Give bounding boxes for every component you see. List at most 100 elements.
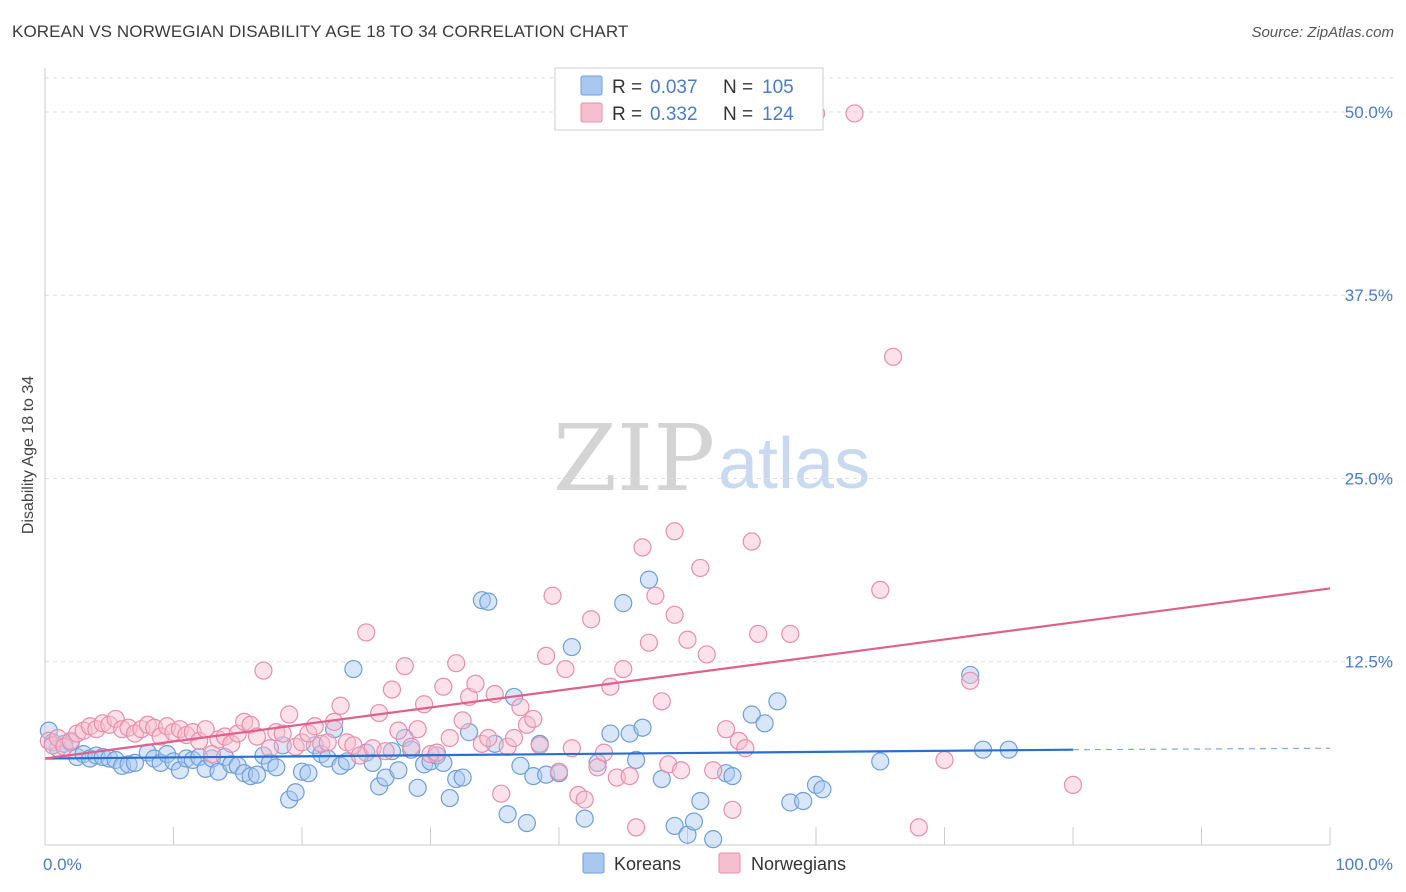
legend-n-label-2: N = — [723, 104, 753, 125]
korean-point — [813, 780, 832, 799]
norwegian-point — [845, 104, 864, 123]
korean-point — [472, 591, 491, 610]
norwegian-point — [678, 630, 697, 649]
bottom-legend: Koreans Norwegians — [582, 852, 846, 874]
norwegian-point — [729, 731, 749, 751]
legend-n-value-1: 105 — [762, 77, 794, 98]
korean-trend-extension — [1072, 747, 1331, 751]
bottom-legend-swatch-norwegians — [718, 852, 741, 874]
norwegian-point — [537, 646, 556, 665]
korean-point — [871, 752, 890, 771]
norwegian-point — [1063, 775, 1083, 794]
korean-point — [440, 788, 459, 808]
korean-point — [517, 813, 536, 833]
norwegian-point — [453, 711, 472, 730]
korean-point — [665, 816, 684, 836]
korean-point — [755, 714, 774, 733]
norwegian-point — [382, 680, 402, 699]
bottom-legend-norwegians: Norwegians — [751, 854, 846, 874]
korean-point — [511, 756, 530, 775]
norwegian-point — [671, 761, 691, 780]
korean-point — [344, 659, 363, 679]
norwegian-point — [61, 731, 80, 751]
korean-point — [479, 592, 498, 611]
norwegian-point — [376, 742, 395, 761]
korean-point — [292, 762, 312, 781]
norwegian-point — [749, 624, 768, 643]
korean-point — [575, 809, 594, 828]
norwegian-point — [318, 733, 337, 752]
norwegian-point — [871, 580, 890, 600]
legend-r-value-2: 0.332 — [650, 104, 698, 125]
korean-point — [286, 783, 305, 802]
norwegian-point — [556, 659, 575, 679]
norwegian-point — [434, 677, 453, 696]
norwegian-point — [357, 623, 376, 642]
korean-point — [389, 761, 408, 780]
korean-point — [562, 637, 581, 657]
norwegian-point — [742, 532, 761, 551]
top-legend: R = 0.037 N = 105 R = 0.332 N = 124 — [554, 67, 824, 131]
norwegian-point — [575, 790, 594, 809]
korean-point — [241, 766, 260, 786]
norwegian-point — [222, 734, 241, 753]
korean-point — [691, 791, 710, 811]
norwegian-point — [479, 728, 498, 748]
norwegian-point — [646, 586, 665, 605]
korean-point — [684, 812, 704, 831]
norwegian-point — [440, 728, 459, 748]
norwegian-point — [736, 739, 755, 758]
bottom-legend-swatch-koreans — [582, 852, 605, 874]
norwegian-point — [273, 724, 292, 743]
norwegian-point — [511, 698, 530, 717]
korean-point — [961, 665, 980, 685]
korean-point — [768, 692, 787, 711]
korean-point — [299, 764, 318, 783]
norwegian-point — [716, 720, 736, 739]
legend-r-label-1: R = — [612, 77, 642, 98]
korean-point — [459, 723, 479, 742]
y-tick-label: 37.5% — [1345, 286, 1393, 305]
norwegian-point — [106, 709, 125, 729]
norwegian-point — [504, 728, 524, 748]
norwegian-point — [691, 558, 710, 578]
korean-point — [247, 765, 267, 784]
y-tick-label: 12.5% — [1345, 653, 1393, 672]
legend-n-value-2: 124 — [762, 104, 794, 125]
norwegian-point — [883, 347, 903, 366]
korean-point — [408, 778, 427, 797]
norwegian-point — [639, 633, 659, 652]
legend-n-label-1: N = — [723, 77, 753, 98]
norwegian-point — [408, 720, 427, 739]
watermark-zip: ZIP — [553, 405, 715, 512]
legend-r-label-2: R = — [612, 104, 642, 125]
korean-point — [723, 766, 742, 786]
korean-point — [170, 761, 190, 780]
korean-point — [633, 718, 652, 737]
x-tick-label-end: 100.0% — [1335, 855, 1393, 874]
norwegian-point — [582, 610, 601, 629]
korean-point — [119, 755, 138, 774]
norwegian-point — [389, 721, 408, 740]
y-axis-label: Disability Age 18 to 34 — [20, 376, 37, 534]
norwegian-point — [697, 645, 716, 664]
axes: 12.5% 25.0% 37.5% 50.0% 0.0% 100.0% — [43, 68, 1393, 874]
norwegian-point — [614, 659, 633, 679]
y-tick-label: 50.0% — [1345, 103, 1393, 122]
grid — [45, 77, 1395, 663]
norwegian-point — [395, 657, 414, 676]
x-tick-label-start: 0.0% — [43, 855, 82, 874]
korean-point — [498, 805, 517, 824]
korean-point — [601, 724, 620, 743]
norwegian-point — [961, 671, 980, 690]
norwegian-point — [601, 677, 620, 696]
legend-swatch-koreans — [580, 75, 603, 96]
korean-point — [280, 790, 299, 809]
legend-swatch-norwegians — [580, 102, 603, 123]
norwegian-point — [241, 715, 260, 734]
bottom-legend-koreans: Koreans — [614, 854, 681, 874]
norwegian-point — [633, 538, 652, 557]
trend-lines — [44, 587, 1331, 760]
korean-point — [794, 791, 813, 811]
